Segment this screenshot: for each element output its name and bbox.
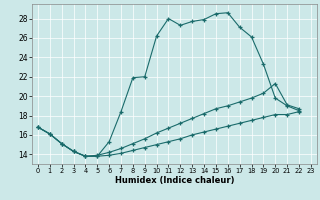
X-axis label: Humidex (Indice chaleur): Humidex (Indice chaleur) bbox=[115, 176, 234, 185]
